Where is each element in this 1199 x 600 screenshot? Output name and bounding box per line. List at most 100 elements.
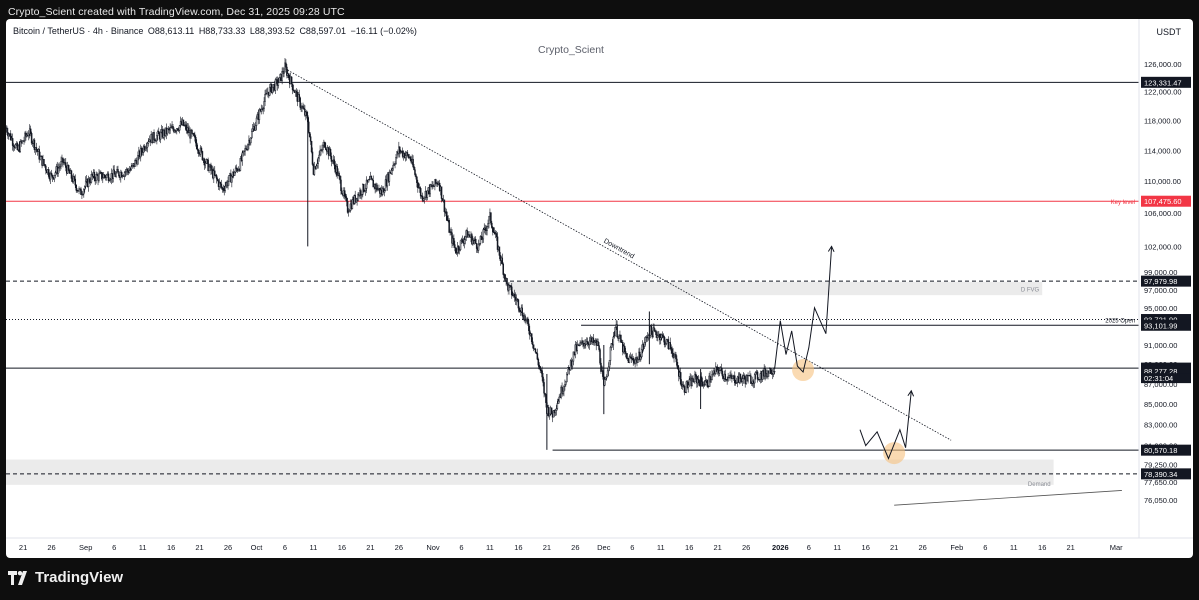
candle-body — [613, 335, 616, 338]
candle-body — [99, 172, 101, 175]
candle-body — [767, 370, 769, 377]
candle-body — [254, 125, 257, 131]
candle-body — [302, 106, 304, 109]
candle-body — [285, 62, 287, 68]
candle-body — [415, 174, 417, 178]
candle-body — [514, 297, 517, 301]
candle-body — [283, 71, 285, 74]
candle-body — [360, 190, 362, 196]
price-tick-label: 114,000.00 — [1144, 146, 1181, 155]
candle-body — [602, 370, 604, 377]
zone-box — [6, 459, 1054, 485]
symbol-header[interactable]: Bitcoin / TetherUS · 4h · Binance O88,61… — [13, 26, 419, 36]
candle-body — [324, 141, 326, 148]
candle-body — [57, 167, 59, 174]
chart-panel[interactable]: Bitcoin / TetherUS · 4h · Binance O88,61… — [6, 19, 1193, 558]
candle-body — [751, 383, 753, 385]
candle-body — [207, 159, 209, 171]
price-tick-label: 102,000.00 — [1144, 242, 1182, 251]
candle-body — [102, 177, 104, 180]
candle-body — [105, 174, 108, 179]
candle-body — [459, 240, 462, 250]
candle-body — [616, 324, 618, 337]
candle-body — [108, 180, 111, 182]
candle-body — [521, 307, 523, 316]
candle-body — [518, 307, 521, 311]
candle-body — [618, 335, 620, 339]
candle-body — [243, 150, 245, 152]
symbol-name[interactable]: Bitcoin / TetherUS · 4h · Binance — [13, 26, 144, 36]
candle-body — [365, 179, 368, 189]
candle-body — [107, 173, 110, 181]
time-tick-label: 16 — [338, 543, 346, 552]
ohlc-change: −16.11 (−0.02%) — [350, 26, 417, 36]
candle-body — [88, 178, 91, 183]
candle-body — [322, 144, 324, 150]
candle-body — [715, 366, 717, 374]
candle-body — [251, 128, 254, 132]
candle-body — [303, 107, 305, 110]
level-price-label: 97,979.98 — [1144, 277, 1177, 286]
candle-body — [28, 133, 30, 137]
candle-body — [750, 375, 752, 384]
candle-body — [134, 160, 136, 167]
candle-body — [422, 198, 425, 201]
candle-body — [451, 232, 453, 244]
candle-body — [242, 150, 244, 154]
candle-body — [665, 339, 668, 344]
time-tick-label: Oct — [251, 543, 264, 552]
candle-body — [584, 343, 586, 347]
candle-body — [445, 211, 448, 217]
candle-body — [541, 370, 543, 378]
candle-body — [510, 285, 512, 288]
candle-body — [664, 343, 667, 346]
candle-body — [634, 359, 636, 364]
candle-body — [399, 146, 401, 153]
candle-body — [495, 233, 498, 238]
candle-body — [298, 94, 300, 99]
candle-body — [513, 293, 516, 298]
candle-body — [84, 180, 87, 187]
candle-body — [548, 413, 551, 417]
candle-body — [504, 274, 506, 282]
candle-body — [98, 173, 100, 181]
candle-body — [490, 212, 492, 224]
candle-body — [455, 247, 457, 254]
candle-body — [730, 374, 732, 378]
candle-body — [391, 168, 393, 171]
candle-body — [710, 379, 712, 383]
candle-body — [103, 174, 106, 177]
candle-body — [655, 330, 657, 335]
candle-body — [416, 176, 418, 184]
candle-body — [196, 148, 199, 151]
candle-body — [540, 369, 542, 371]
candle-body — [29, 128, 32, 134]
candle-body — [643, 342, 646, 348]
candle-body — [311, 151, 314, 165]
candle-body — [464, 236, 467, 240]
candle-body — [35, 147, 38, 150]
candle-body — [24, 132, 26, 141]
candle-body — [144, 148, 147, 151]
candle-body — [628, 356, 631, 363]
candle-body — [80, 188, 82, 195]
candle-body — [93, 172, 95, 179]
candle-body — [371, 178, 374, 181]
candle-body — [727, 377, 729, 381]
candle-body — [487, 223, 489, 227]
candle-body — [145, 147, 148, 149]
candle-body — [706, 379, 708, 387]
candle-body — [331, 160, 334, 162]
price-chart[interactable]: D FVG Demand Key level 2025 Open Downtrend 12… — [6, 19, 1193, 558]
candle-body — [178, 125, 181, 131]
candle-body — [187, 127, 189, 133]
candle-body — [686, 381, 689, 388]
tradingview-logo[interactable]: TradingView — [8, 569, 123, 586]
candle-body — [414, 169, 416, 175]
candle-body — [224, 185, 226, 191]
candle-body — [630, 356, 633, 360]
candle-body — [670, 347, 672, 350]
candle-body — [200, 147, 203, 152]
currency-label[interactable]: USDT — [1156, 27, 1182, 37]
time-tick-label: 21 — [366, 543, 374, 552]
